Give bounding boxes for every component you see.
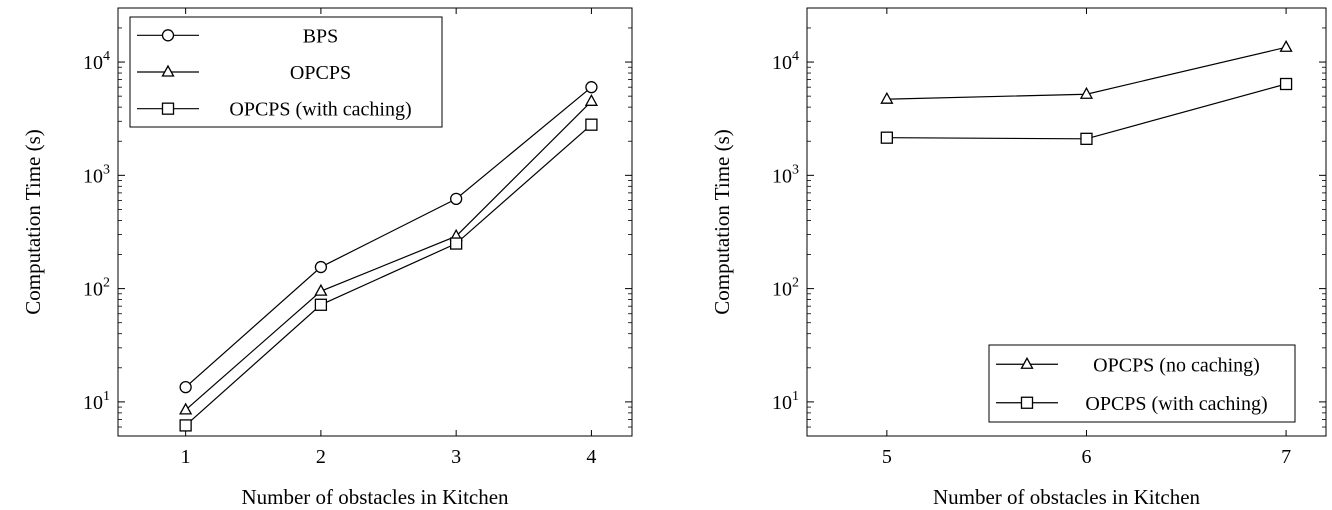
legend-entry: OPCPS: [290, 62, 351, 84]
y-tick-label: 103: [83, 162, 110, 187]
data-point: [585, 118, 598, 131]
y-tick-label: 101: [772, 389, 799, 414]
data-point: [1080, 132, 1093, 145]
y-tick-label: 101: [83, 389, 110, 414]
legend: OPCPS (no caching) OPCPS (with caching): [988, 344, 1296, 423]
legend: BPS OPCPS OPCPS (with caching): [129, 16, 443, 128]
y-tick-label: 104: [83, 49, 110, 74]
x-axis-title: Number of obstacles in Kitchen: [241, 485, 509, 509]
x-tick-label: 3: [451, 446, 461, 468]
y-axis-title: Computation Time (s): [710, 129, 734, 315]
x-tick-label: 7: [1281, 446, 1291, 468]
x-tick-label: 1: [181, 446, 191, 468]
data-point: [880, 131, 893, 144]
legend-box: [988, 344, 1296, 423]
data-point: [1079, 86, 1094, 99]
legend-marker: [1020, 356, 1034, 369]
data-point: [450, 192, 463, 206]
y-tick-label: 102: [83, 276, 110, 301]
data-point: [314, 283, 328, 296]
x-tick-label: 6: [1081, 446, 1091, 468]
data-point: [314, 260, 328, 274]
y-axis-title: Computation Time (s): [21, 129, 45, 315]
chart-2: 5 6 7 101 102 103 104 Number of obstacles in Ki…: [710, 7, 1327, 509]
plot-frame: [117, 7, 633, 437]
legend-marker: [161, 29, 175, 42]
data-point: [450, 237, 463, 250]
legend-marker: [161, 102, 175, 115]
series-line: [185, 86, 592, 388]
x-tick-label: 5: [882, 446, 892, 468]
series-line: [185, 124, 592, 426]
legend-marker: [161, 64, 175, 77]
data-point: [1279, 77, 1293, 91]
x-tick-label: 4: [586, 446, 596, 468]
plot-frame: [806, 7, 1327, 437]
data-point: [585, 81, 598, 94]
legend-entry: OPCPS (with caching): [1085, 393, 1267, 415]
data-point: [179, 419, 192, 432]
series-line: [185, 100, 592, 411]
data-point: [179, 380, 192, 394]
data-point: [314, 298, 328, 311]
data-point: [584, 93, 599, 106]
legend-entry: OPCPS (no caching): [1093, 354, 1260, 376]
data-point: [179, 402, 193, 415]
x-axis-title: Number of obstacles in Kitchen: [933, 485, 1201, 509]
chart-1: 1 2 3 4 101 102 103 104 Number of obstacles in K…: [21, 7, 633, 509]
legend-marker: [1020, 396, 1034, 409]
data-point: [880, 91, 894, 104]
data-point: [1279, 39, 1293, 52]
y-tick-label: 102: [772, 276, 799, 301]
x-tick-label: 2: [316, 446, 326, 468]
legend-entry: BPS: [303, 25, 339, 47]
y-tick-label: 104: [772, 49, 799, 74]
y-tick-label: 103: [772, 162, 799, 187]
legend-entry: OPCPS (with caching): [229, 99, 411, 121]
